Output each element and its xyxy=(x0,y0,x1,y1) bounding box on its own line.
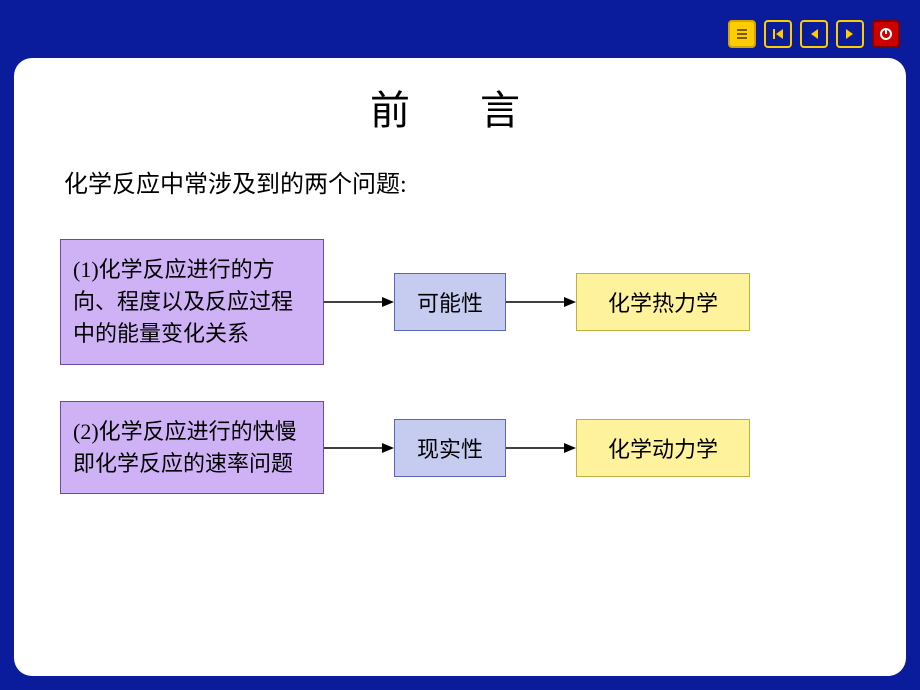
prev-button[interactable] xyxy=(800,20,828,48)
first-button[interactable] xyxy=(764,20,792,48)
arrow-icon xyxy=(506,440,576,456)
next-icon xyxy=(843,27,857,41)
arrow-icon xyxy=(506,294,576,310)
close-button[interactable] xyxy=(872,20,900,48)
row2-right-box: 化学动力学 xyxy=(576,419,750,477)
row1-right-box: 化学热力学 xyxy=(576,273,750,331)
toolbar xyxy=(728,20,900,48)
flow-row-1: (1)化学反应进行的方向、程度以及反应过程中的能量变化关系 可能性 化学热力学 xyxy=(60,239,860,365)
row1-mid-box: 可能性 xyxy=(394,273,506,331)
row2-mid-box: 现实性 xyxy=(394,419,506,477)
slide-subtitle: 化学反应中常涉及到的两个问题: xyxy=(60,164,860,199)
menu-button[interactable] xyxy=(728,20,756,48)
slide: 前 言 化学反应中常涉及到的两个问题: (1)化学反应进行的方向、程度以及反应过… xyxy=(14,58,906,676)
arrow-icon xyxy=(324,440,394,456)
arrow-icon xyxy=(324,294,394,310)
row1-left-box: (1)化学反应进行的方向、程度以及反应过程中的能量变化关系 xyxy=(60,239,324,365)
next-button[interactable] xyxy=(836,20,864,48)
menu-icon xyxy=(735,27,749,41)
row2-left-box: (2)化学反应进行的快慢即化学反应的速率问题 xyxy=(60,401,324,495)
first-icon xyxy=(771,27,785,41)
flow-row-2: (2)化学反应进行的快慢即化学反应的速率问题 现实性 化学动力学 xyxy=(60,401,860,495)
slide-title: 前 言 xyxy=(60,78,860,136)
close-icon xyxy=(879,27,893,41)
prev-icon xyxy=(807,27,821,41)
